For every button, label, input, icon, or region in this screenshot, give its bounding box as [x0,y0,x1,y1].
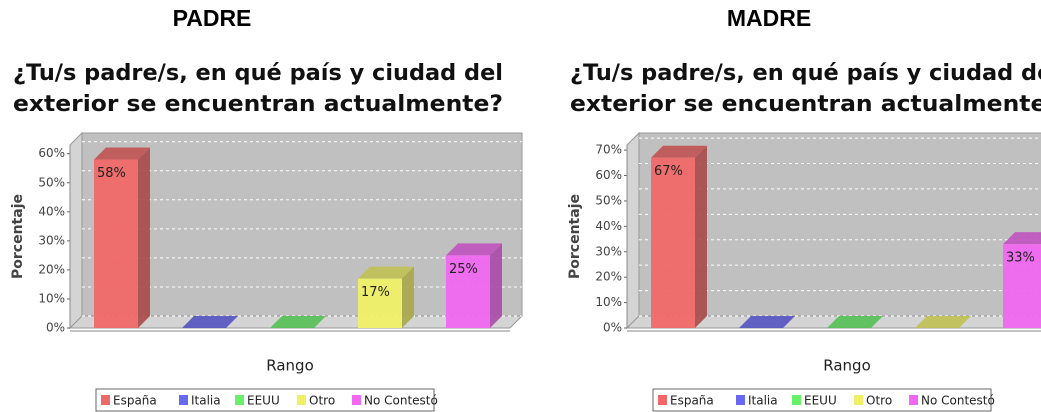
legend-swatch [854,395,863,405]
bar-top [94,147,150,160]
bar [358,278,402,328]
bar [446,255,490,328]
chart-title: ¿Tu/s padre/s, en qué país y ciudad del [13,61,503,86]
data-label: 25% [449,262,478,277]
bar-top [182,316,238,328]
legend-swatch [736,395,745,405]
legend-label: Italia [748,394,778,408]
bar-side [402,266,414,328]
y-tick-label: 0% [46,321,65,335]
data-label: 33% [1006,251,1035,266]
legend-box [652,388,992,412]
data-label: 58% [97,166,126,181]
left-wall [626,131,640,330]
chart-title: ¿Tu/s padre/s, en qué país y ciudad del [570,61,1041,86]
legend-swatch [352,395,361,405]
y-tick-label: 30% [38,233,65,247]
left-wall [69,131,83,330]
legend-swatch [909,395,918,405]
y-tick-label: 40% [38,204,65,218]
legend-label: No Contestó [921,394,995,408]
bar-top [270,316,326,328]
bar [94,159,138,328]
legend-swatch [101,395,110,405]
legend-label: España [113,394,157,408]
y-tick-label: 20% [595,270,622,284]
bar-top [651,145,707,158]
y-tick-label: 60% [595,168,622,182]
legend-label: EEUU [247,394,280,408]
y-tick-label: 0% [603,321,622,335]
chart-heading: PADRE [173,5,252,31]
chart-heading: MADRE [727,5,811,31]
y-axis-label: Porcentaje [10,194,26,279]
y-tick-label: 70% [595,143,622,157]
legend-label: Otro [866,394,892,408]
legend-swatch [235,395,244,405]
legend-swatch [792,395,801,405]
y-tick-label: 50% [595,193,622,207]
bar-top [827,316,883,328]
legend-swatch [658,395,667,405]
y-tick-label: 40% [595,219,622,233]
chart: MADRE ¿Tu/s padre/s, en qué país y ciudad… [567,5,1041,412]
legend-label: España [670,394,714,408]
y-tick-label: 10% [595,295,622,309]
bar [1003,244,1041,328]
y-tick-label: 30% [595,244,622,258]
chart-title: exterior se encuentran actualmente? [570,92,1041,117]
bar-top [446,243,502,256]
bar-top [915,316,971,328]
data-label: 17% [361,285,390,300]
bar-top [739,316,795,328]
y-axis-label: Porcentaje [567,194,583,279]
bar-top [1003,232,1041,245]
chart: PADRE ¿Tu/s padre/s, en qué país y ciudad… [10,5,524,412]
legend-label: Italia [191,394,221,408]
bar [651,157,695,328]
bar-side [490,243,502,328]
legend-box [95,388,435,412]
legend-label: EEUU [804,394,837,408]
x-axis-label: Rango [266,357,314,375]
bar-side [138,147,150,328]
legend-label: Otro [309,394,335,408]
y-tick-label: 10% [38,291,65,305]
bar-side [695,145,707,328]
legend-swatch [297,395,306,405]
legend-label: No Contestó [364,394,438,408]
y-tick-label: 60% [38,146,65,160]
data-label: 67% [654,164,683,179]
chart-title: exterior se encuentran actualmente? [13,92,503,117]
y-tick-label: 50% [38,175,65,189]
legend-swatch [179,395,188,405]
x-axis-label: Rango [823,357,871,375]
y-tick-label: 20% [38,262,65,276]
bar-top [358,266,414,279]
